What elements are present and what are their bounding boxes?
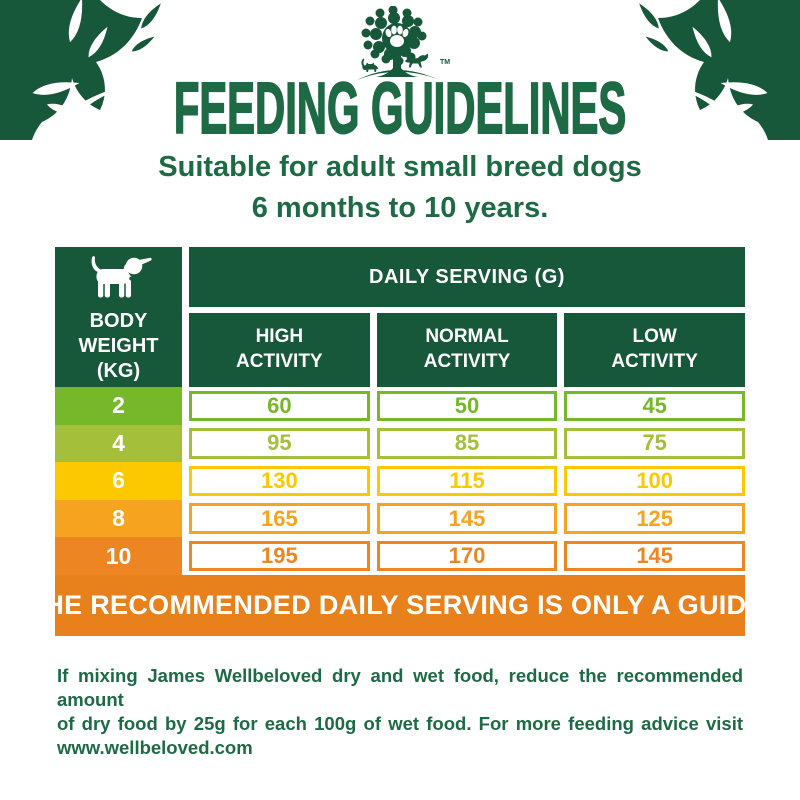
weight-value-cell: 4 [55, 424, 182, 463]
mixing-note-line-1: If mixing James Wellbeloved dry and wet … [57, 665, 743, 710]
column-header-normal-activity: NORMAL ACTIVITY [376, 313, 558, 387]
serving-value-cell: 100 [564, 465, 746, 497]
serving-value-cell: 145 [564, 540, 746, 572]
table-row: 2 60 50 45 [55, 387, 746, 425]
body-weight-label-line-1: BODY WEIGHT [78, 309, 159, 357]
table-row: 6 130 115 100 [55, 462, 746, 500]
weight-value-cell: 8 [55, 499, 182, 538]
guide-banner: THE RECOMMENDED DAILY SERVING IS ONLY A … [28, 574, 772, 636]
dog-icon [91, 255, 152, 297]
mixing-note: If mixing James Wellbeloved dry and wet … [57, 664, 743, 760]
serving-value-cell: 145 [376, 503, 558, 534]
table-row: 4 95 85 75 [55, 424, 746, 463]
weight-value-cell: 6 [55, 462, 182, 500]
body-weight-label-line-2: (KG) [96, 359, 141, 382]
daily-serving-header-cell: DAILY SERVING (G) [189, 247, 745, 307]
serving-value-cell: 95 [189, 428, 370, 459]
serving-value-cell: 75 [564, 428, 746, 459]
serving-value-cell: 60 [189, 390, 370, 422]
subtitle-line-1: Suitable for adult small breed dogs [158, 151, 642, 183]
serving-value-cell: 170 [376, 540, 558, 572]
table-header: BODY WEIGHT (KG) DAILY SERVING (G) HIGH … [55, 247, 746, 387]
serving-value-cell: 165 [189, 503, 370, 534]
subtitle-line-2: 6 months to 10 years. [251, 192, 549, 224]
column-header-high-activity: HIGH ACTIVITY [189, 313, 370, 387]
brand-tree-paw-logo-icon: TM [357, 6, 450, 80]
serving-value-cell: 85 [376, 428, 558, 459]
weight-value-cell: 10 [55, 537, 182, 575]
serving-value-cell: 50 [376, 390, 558, 422]
mixing-note-line-2: of dry food by 25g for each 100g of wet … [57, 713, 743, 734]
trademark-symbol: TM [440, 59, 450, 66]
page-subtitle: Suitable for adult small breed dogs 6 mo… [0, 147, 800, 229]
serving-value-cell: 45 [564, 390, 746, 422]
serving-value-cell: 195 [189, 540, 370, 572]
serving-value-cell: 115 [376, 465, 558, 497]
serving-value-cell: 125 [564, 503, 746, 534]
body-weight-header-cell: BODY WEIGHT (KG) [55, 247, 182, 387]
table-row: 10 195 170 145 [55, 537, 746, 575]
feeding-table: BODY WEIGHT (KG) DAILY SERVING (G) HIGH … [28, 247, 772, 636]
foliage-corner-left-icon [0, 0, 164, 150]
weight-value-cell: 2 [55, 387, 182, 425]
column-header-low-activity: LOW ACTIVITY [564, 313, 746, 387]
page-title: FEEDING GUIDELINES [173, 69, 627, 149]
table-row: 8 165 145 125 [55, 499, 746, 538]
mixing-note-line-3: www.wellbeloved.com [57, 737, 253, 758]
foliage-corner-right-icon [636, 0, 800, 150]
serving-value-cell: 130 [189, 465, 370, 497]
